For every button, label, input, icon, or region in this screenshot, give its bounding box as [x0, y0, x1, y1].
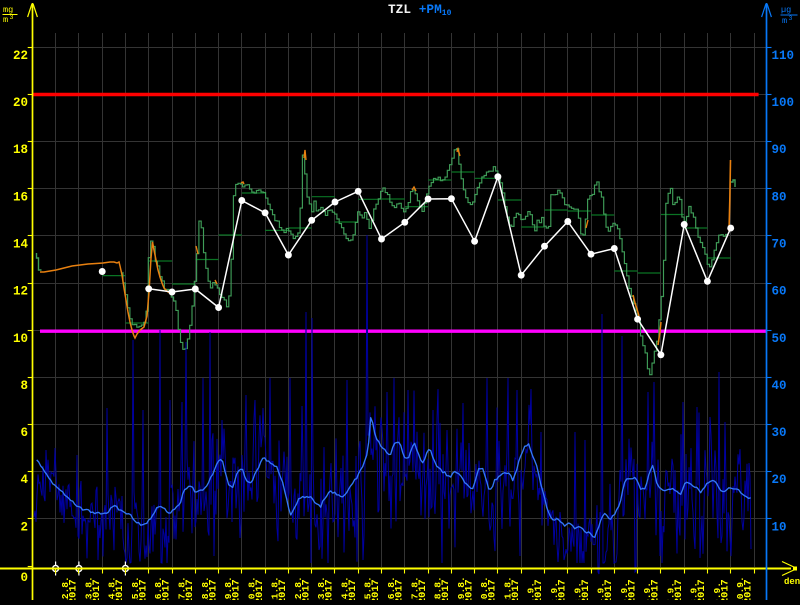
svg-text:14.8.: 14.8. [107, 576, 118, 600]
svg-text:2: 2 [20, 520, 28, 534]
svg-text:31.8.: 31.8. [502, 576, 513, 600]
svg-text:15.8.: 15.8. [130, 576, 141, 600]
svg-text:50: 50 [772, 332, 787, 346]
svg-text:TZL +PM10: TZL +PM10 [388, 2, 452, 18]
svg-text:2017: 2017 [231, 579, 243, 600]
svg-text:16.8.: 16.8. [153, 576, 164, 600]
svg-text:2017: 2017 [394, 579, 406, 600]
svg-text:2017: 2017 [184, 579, 196, 600]
svg-text:3: 3 [10, 14, 14, 21]
svg-text:26.8.: 26.8. [386, 576, 397, 600]
svg-text:18: 18 [13, 143, 28, 157]
svg-text:2017: 2017 [347, 579, 359, 600]
svg-text:2017: 2017 [254, 579, 266, 600]
svg-text:8: 8 [20, 379, 28, 393]
svg-text:2.9.: 2.9. [549, 582, 560, 600]
svg-text:16: 16 [13, 190, 28, 204]
svg-text:13.8.: 13.8. [83, 576, 94, 600]
svg-text:0: 0 [20, 571, 28, 585]
svg-text:2017: 2017 [510, 579, 522, 600]
svg-text:2017: 2017 [719, 579, 731, 600]
svg-text:2017: 2017 [626, 579, 638, 600]
svg-text:12.8.: 12.8. [60, 576, 71, 600]
svg-text:30.8.: 30.8. [479, 576, 490, 600]
svg-text:28.8.: 28.8. [433, 576, 444, 600]
svg-text:60: 60 [772, 285, 787, 299]
svg-text:2017: 2017 [370, 579, 382, 600]
svg-text:2017: 2017 [650, 579, 662, 600]
svg-text:2017: 2017 [673, 579, 685, 600]
svg-text:den: den [784, 577, 800, 587]
svg-text:110: 110 [772, 49, 795, 63]
svg-text:2017: 2017 [696, 579, 708, 600]
svg-text:24.8.: 24.8. [340, 576, 351, 600]
svg-text:mg: mg [3, 5, 13, 15]
svg-text:25.8.: 25.8. [363, 576, 374, 600]
svg-text:1.9.: 1.9. [526, 582, 537, 600]
svg-text:2017: 2017 [557, 579, 569, 600]
svg-text:m: m [782, 16, 787, 26]
svg-text:12: 12 [13, 285, 28, 299]
svg-text:2017: 2017 [440, 579, 452, 600]
svg-text:2017: 2017 [277, 579, 289, 600]
svg-text:4: 4 [20, 473, 28, 487]
svg-text:29.8.: 29.8. [456, 576, 467, 600]
svg-text:7.9.: 7.9. [665, 582, 676, 600]
svg-text:5.9.: 5.9. [619, 582, 630, 600]
svg-text:10: 10 [13, 332, 28, 346]
svg-text:80: 80 [772, 190, 787, 204]
svg-text:6.9.: 6.9. [642, 582, 653, 600]
svg-text:m: m [3, 15, 8, 25]
svg-text:3: 3 [789, 15, 793, 22]
svg-text:10.9.: 10.9. [735, 576, 746, 600]
svg-text:17.8.: 17.8. [177, 576, 188, 600]
svg-text:2017: 2017 [300, 579, 312, 600]
svg-text:2017: 2017 [603, 579, 615, 600]
svg-text:20.8.: 20.8. [246, 576, 257, 600]
svg-text:10: 10 [772, 520, 787, 534]
svg-text:22.8.: 22.8. [293, 576, 304, 600]
svg-text:70: 70 [772, 237, 787, 251]
svg-text:2017: 2017 [324, 579, 336, 600]
svg-text:22: 22 [13, 49, 28, 63]
svg-text:3.9.: 3.9. [572, 582, 583, 600]
svg-text:2017: 2017 [91, 579, 103, 600]
svg-text:100: 100 [772, 96, 795, 110]
svg-text:6: 6 [20, 426, 28, 440]
svg-text:18.8.: 18.8. [200, 576, 211, 600]
svg-text:2017: 2017 [463, 579, 475, 600]
svg-text:2017: 2017 [487, 579, 499, 600]
svg-text:2017: 2017 [580, 579, 592, 600]
svg-text:20: 20 [13, 96, 28, 110]
svg-text:14: 14 [13, 237, 29, 251]
svg-text:23.8.: 23.8. [316, 576, 327, 600]
svg-text:27.8.: 27.8. [409, 576, 420, 600]
svg-text:2017: 2017 [533, 579, 545, 600]
svg-text:19.8.: 19.8. [223, 576, 234, 600]
svg-text:4.9.: 4.9. [596, 582, 607, 600]
svg-text:2017: 2017 [114, 579, 126, 600]
svg-text:µg: µg [781, 5, 791, 15]
svg-text:9.9.: 9.9. [712, 582, 723, 600]
svg-text:2017: 2017 [207, 579, 219, 600]
svg-text:20: 20 [772, 473, 787, 487]
svg-text:30: 30 [772, 426, 787, 440]
svg-text:90: 90 [772, 143, 787, 157]
svg-text:2017: 2017 [743, 579, 755, 600]
svg-text:40: 40 [772, 379, 787, 393]
svg-text:2017: 2017 [137, 579, 149, 600]
svg-text:2017: 2017 [68, 579, 80, 600]
svg-text:2017: 2017 [417, 579, 429, 600]
svg-text:8.9.: 8.9. [689, 582, 700, 600]
svg-text:2017: 2017 [161, 579, 173, 600]
svg-text:21.8.: 21.8. [270, 576, 281, 600]
